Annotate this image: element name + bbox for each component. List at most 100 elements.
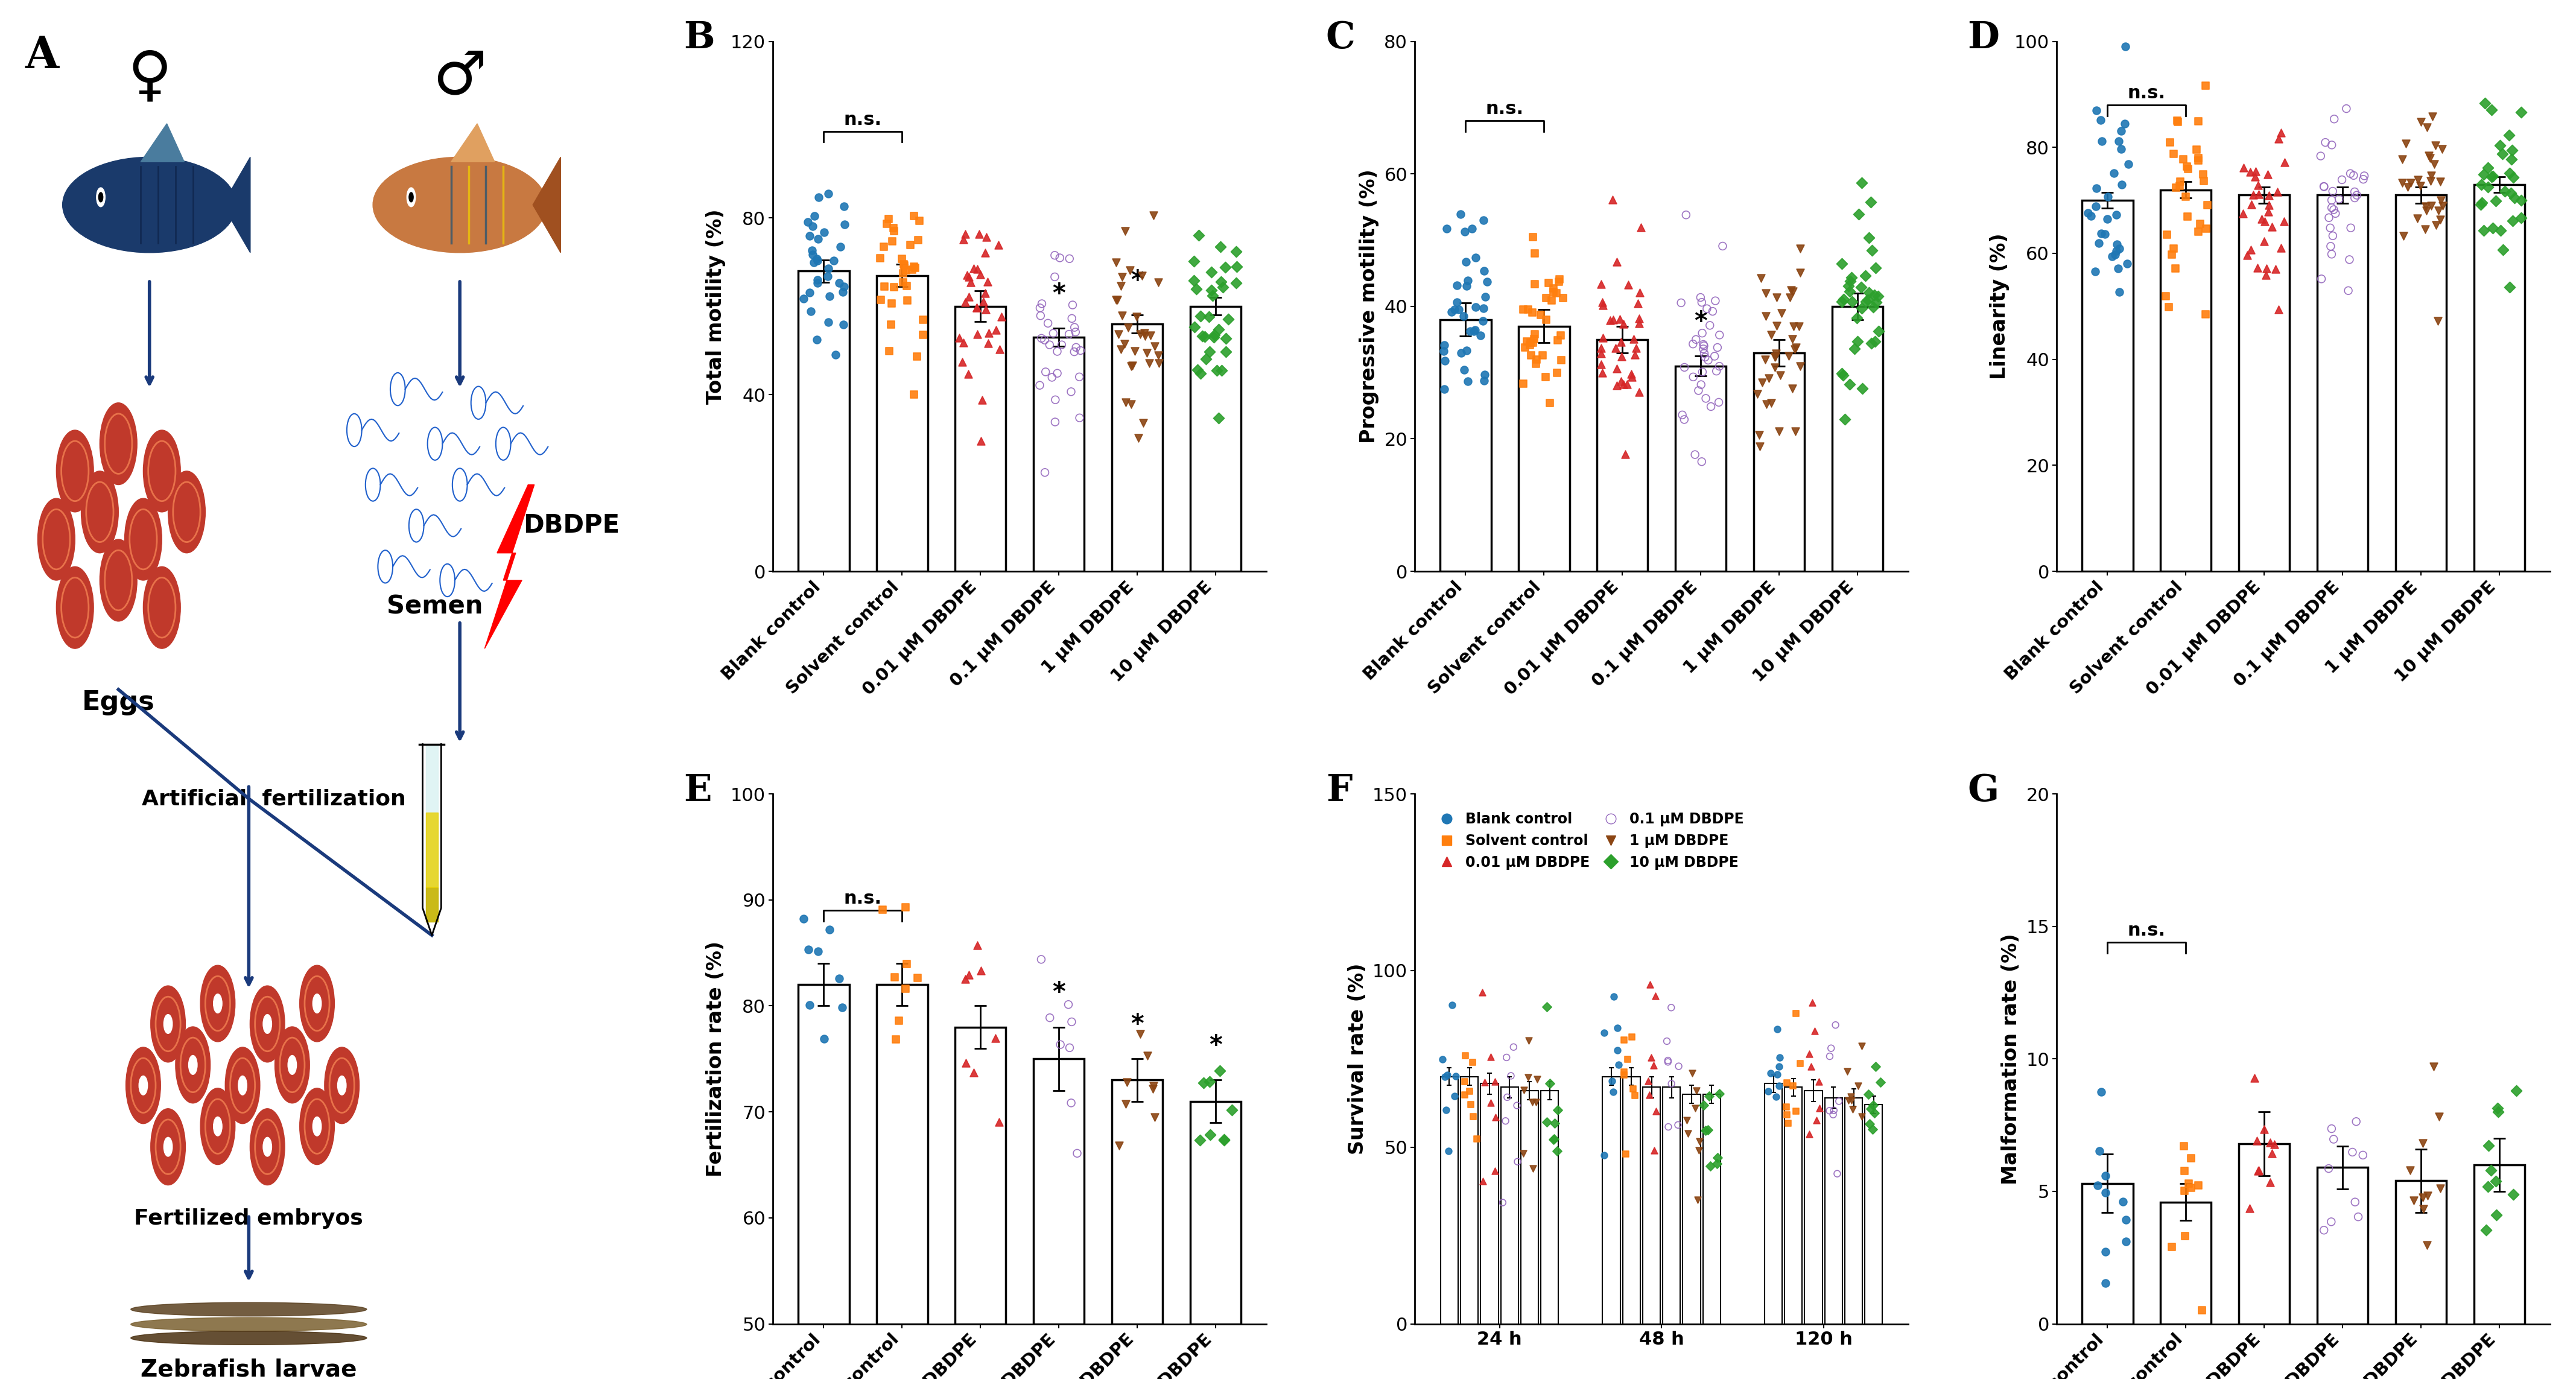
Point: [2391, 172, 2432, 194]
Point: [1108, 1071, 1149, 1094]
Point: [1206, 341, 1247, 363]
Bar: [1190, 1102, 1242, 1324]
Point: [1481, 1191, 1522, 1214]
Point: [2099, 138, 2141, 160]
Point: [1198, 407, 1239, 429]
Point: [1754, 346, 1795, 368]
Point: [1048, 248, 1090, 270]
Point: [1443, 359, 1484, 381]
Bar: [956, 1027, 1007, 1324]
Point: [819, 236, 860, 258]
Point: [1682, 323, 1723, 345]
Point: [2411, 105, 2452, 127]
Point: [1852, 296, 1893, 319]
Point: [783, 907, 824, 929]
Point: [2105, 1230, 2146, 1252]
Point: [2470, 98, 2512, 120]
Point: [2164, 148, 2205, 170]
Point: [873, 219, 914, 241]
Point: [1036, 411, 1077, 433]
Point: [1126, 342, 1167, 364]
Point: [1110, 356, 1151, 378]
Point: [1736, 382, 1777, 404]
Point: [1592, 1070, 1633, 1092]
Point: [788, 994, 829, 1016]
Point: [2097, 233, 2138, 255]
Point: [1597, 375, 1638, 397]
Point: [1582, 294, 1623, 316]
Point: [824, 194, 866, 217]
Point: [1133, 1074, 1175, 1096]
Point: [1512, 1157, 1553, 1179]
Point: [1422, 1048, 1463, 1070]
Point: [1216, 272, 1257, 294]
Point: [2494, 167, 2535, 189]
Point: [2311, 1117, 2352, 1139]
Point: [2084, 223, 2125, 245]
Point: [881, 248, 922, 270]
Point: [2313, 181, 2354, 203]
Point: [2468, 1176, 2509, 1198]
Point: [2105, 36, 2146, 58]
Point: [1811, 1037, 1852, 1059]
Point: [1780, 237, 1821, 259]
Point: [1780, 1052, 1821, 1074]
Point: [963, 291, 1005, 313]
Point: [1203, 1128, 1244, 1150]
Point: [2419, 200, 2460, 222]
Point: [1613, 367, 1654, 389]
Point: [1515, 328, 1556, 350]
Point: [1507, 1066, 1548, 1088]
Polygon shape: [484, 484, 533, 648]
Ellipse shape: [131, 1331, 366, 1345]
Point: [1473, 1070, 1515, 1092]
Point: [1747, 393, 1788, 415]
Point: [1680, 1131, 1721, 1153]
Point: [1427, 1140, 1468, 1162]
Point: [1484, 1110, 1525, 1132]
Point: [1190, 341, 1231, 363]
Bar: [956, 306, 1007, 571]
Point: [796, 272, 837, 294]
Point: [1535, 361, 1577, 383]
Text: Artificial  fertilization: Artificial fertilization: [142, 789, 404, 809]
Point: [1664, 356, 1705, 378]
Point: [1685, 346, 1726, 368]
Text: C: C: [1327, 21, 1355, 57]
Bar: [2081, 200, 2133, 571]
Point: [902, 309, 943, 331]
Point: [1754, 346, 1795, 368]
Point: [2313, 108, 2354, 130]
Point: [1425, 350, 1466, 372]
Point: [1615, 1084, 1656, 1106]
Point: [1636, 1100, 1677, 1123]
Point: [866, 212, 907, 234]
Point: [1497, 1095, 1538, 1117]
Point: [783, 288, 824, 310]
Point: [1175, 316, 1216, 338]
Point: [2416, 310, 2458, 332]
Point: [2246, 265, 2287, 287]
Point: [1646, 1051, 1687, 1073]
Circle shape: [410, 193, 412, 201]
Point: [884, 254, 925, 276]
Point: [868, 208, 909, 230]
Point: [1041, 334, 1082, 356]
Point: [2398, 168, 2439, 190]
Circle shape: [214, 1117, 222, 1136]
Point: [1651, 997, 1692, 1019]
Point: [860, 247, 902, 269]
Point: [938, 327, 979, 349]
Point: [1842, 172, 1883, 194]
Circle shape: [100, 539, 137, 621]
Point: [1600, 371, 1641, 393]
Point: [884, 262, 925, 284]
Point: [1677, 1080, 1718, 1102]
Point: [1445, 221, 1486, 243]
Point: [1517, 1069, 1558, 1091]
Text: F: F: [1327, 772, 1352, 809]
Point: [796, 250, 837, 272]
Bar: [1765, 1084, 1783, 1324]
Point: [788, 211, 829, 233]
Point: [860, 288, 902, 310]
